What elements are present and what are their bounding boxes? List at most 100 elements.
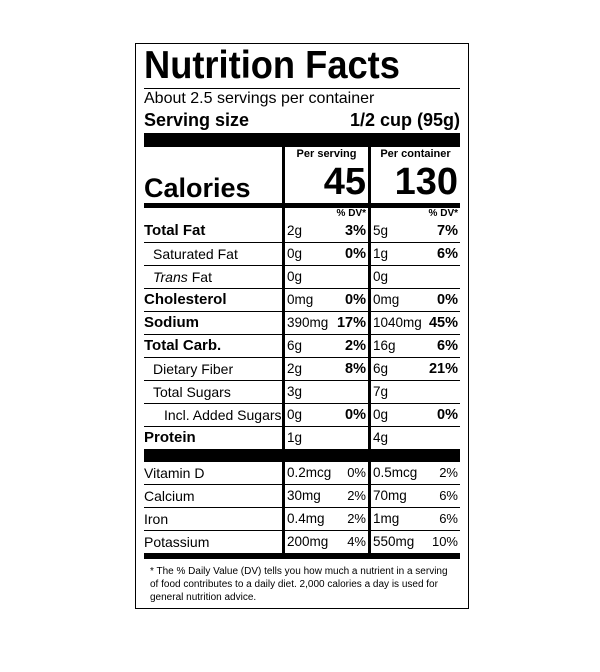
daily-value: 21%	[428, 361, 458, 377]
name-italic: Trans	[153, 269, 188, 285]
thick-rule	[144, 450, 460, 462]
amount-cell: 0g 0%	[282, 404, 368, 427]
amount-cell: 0.4mg 2%	[282, 508, 368, 531]
calories-value: 130	[368, 161, 460, 203]
amount-cell: 2g 8%	[282, 358, 368, 381]
amount-cell: 7g	[368, 381, 460, 404]
amount: 550mg	[373, 534, 415, 549]
daily-value: 4%	[347, 534, 366, 549]
daily-value: 6%	[437, 246, 458, 262]
amount-cell: 550mg 10%	[368, 531, 460, 554]
nutrient-name: Total Carb.	[144, 335, 282, 358]
nutrient-row: Incl. Added Sugars 0g 0% 0g 0%	[144, 404, 460, 427]
amount-cell: 2g 3%	[282, 220, 368, 243]
nutrient-name: Cholesterol	[144, 289, 282, 312]
calories-value: 45	[282, 161, 368, 203]
amount-cell: 70mg 6%	[368, 485, 460, 508]
nutrient-name: Potassium	[144, 531, 282, 554]
amount-cell: 6g 2%	[282, 335, 368, 358]
nutrient-rows: Total Fat 2g 3% 5g 7% Saturated Fat 0g 0% 1g 6% Tr…	[144, 220, 460, 450]
daily-value: 7%	[437, 223, 458, 239]
amount-cell: 16g 6%	[368, 335, 460, 358]
nutrient-row: Iron 0.4mg 2% 1mg 6%	[144, 508, 460, 531]
nutrient-row: Calcium 30mg 2% 70mg 6%	[144, 485, 460, 508]
nutrient-row: Protein 1g 4g	[144, 427, 460, 450]
amount: 30mg	[287, 488, 321, 503]
nutrient-name: Sodium	[144, 312, 282, 335]
daily-value: 3%	[345, 223, 366, 239]
amount: 0.4mg	[287, 511, 325, 526]
amount: 3g	[287, 384, 303, 399]
amount: 2g	[287, 361, 303, 376]
amount: 16g	[373, 338, 396, 353]
serving-size-label: Serving size	[144, 110, 250, 130]
amount-cell: 4g	[368, 427, 460, 450]
amount: 4g	[373, 430, 389, 445]
amount: 1040mg	[373, 315, 422, 330]
amount-cell: 0mg 0%	[368, 289, 460, 312]
amount: 1g	[287, 430, 303, 445]
amount-cell: 6g 21%	[368, 358, 460, 381]
daily-value: 6%	[439, 511, 458, 526]
amount-cell: 0g	[282, 266, 368, 289]
amount: 6g	[373, 361, 389, 376]
title: Nutrition Facts	[144, 44, 460, 88]
daily-value: 45%	[428, 315, 458, 331]
daily-value: 10%	[431, 534, 458, 549]
amount: 7g	[373, 384, 389, 399]
vitamin-rows: Vitamin D 0.2mcg 0% 0.5mcg 2% Calcium 30mg 2% 70…	[144, 462, 460, 554]
amount: 0mg	[373, 292, 400, 307]
footnote: * The % Daily Value (DV) tells you how m…	[150, 566, 448, 603]
rule	[144, 554, 460, 559]
amount: 1mg	[373, 511, 400, 526]
amount-cell: 3g	[282, 381, 368, 404]
daily-value: 2%	[345, 338, 366, 354]
amount: 390mg	[287, 315, 329, 330]
nutrient-row: Total Fat 2g 3% 5g 7%	[144, 220, 460, 243]
daily-value: 8%	[345, 361, 366, 377]
nutrient-row: Potassium 200mg 4% 550mg 10%	[144, 531, 460, 554]
daily-value: 17%	[336, 315, 366, 331]
amount-cell: 5g 7%	[368, 220, 460, 243]
amount-cell: 1040mg 45%	[368, 312, 460, 335]
nutrient-name: Protein	[144, 427, 282, 450]
serving-size-value: 1/2 cup (95g)	[349, 110, 460, 130]
amount-cell: 30mg 2%	[282, 485, 368, 508]
column-label: Per container	[368, 147, 460, 161]
amount-cell: 0g 0%	[368, 404, 460, 427]
column-header: Per serving Per container	[144, 147, 460, 161]
daily-value: 0%	[345, 407, 366, 423]
daily-value: 6%	[439, 488, 458, 503]
amount-cell: 0mg 0%	[282, 289, 368, 312]
nutrient-row: Saturated Fat 0g 0% 1g 6%	[144, 243, 460, 266]
nutrient-name: Calcium	[144, 485, 282, 508]
nutrient-name: Incl. Added Sugars	[144, 404, 282, 427]
daily-value: 0%	[437, 407, 458, 423]
amount: 2g	[287, 223, 303, 238]
amount: 5g	[373, 223, 389, 238]
nutrient-name: Vitamin D	[144, 462, 282, 485]
amount-cell: 1mg 6%	[368, 508, 460, 531]
amount-cell: 1g 6%	[368, 243, 460, 266]
serving-size: Serving size 1/2 cup (95g)	[144, 109, 460, 133]
daily-value: 2%	[439, 465, 458, 480]
amount-cell: 0.2mcg 0%	[282, 462, 368, 485]
column-label: Per serving	[282, 147, 368, 161]
daily-value: 0%	[345, 292, 366, 308]
calories-row: Calories 45 130	[144, 161, 460, 203]
amount: 0.2mcg	[287, 465, 332, 480]
nutrient-name: Iron	[144, 508, 282, 531]
title-text: Nutrition Facts	[144, 44, 400, 87]
dv-header-label: % DV*	[282, 208, 368, 220]
calories-label: Calories	[144, 173, 251, 203]
dv-header: % DV* % DV*	[144, 208, 460, 220]
nutrient-name: Total Sugars	[144, 381, 282, 404]
amount: 0g	[287, 269, 303, 284]
amount-cell: 390mg 17%	[282, 312, 368, 335]
spacer	[144, 147, 282, 161]
amount: 70mg	[373, 488, 407, 503]
daily-value: 2%	[347, 511, 366, 526]
nutrient-name: Trans Fat	[144, 266, 282, 289]
dv-header-label: % DV*	[368, 208, 460, 220]
amount: 6g	[287, 338, 303, 353]
